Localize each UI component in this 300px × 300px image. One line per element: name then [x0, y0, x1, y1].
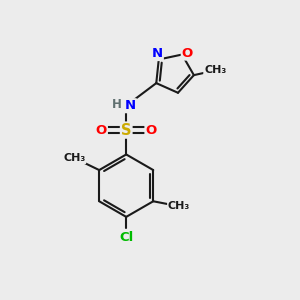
Text: S: S — [121, 123, 131, 138]
Text: O: O — [146, 124, 157, 136]
Text: CH₃: CH₃ — [168, 201, 190, 211]
Text: H: H — [112, 98, 122, 111]
Text: CH₃: CH₃ — [204, 65, 226, 75]
Text: O: O — [96, 124, 107, 136]
Text: O: O — [182, 46, 193, 60]
Text: CH₃: CH₃ — [63, 153, 86, 163]
Text: Cl: Cl — [119, 231, 133, 244]
Text: N: N — [125, 99, 136, 112]
Text: N: N — [152, 47, 163, 60]
